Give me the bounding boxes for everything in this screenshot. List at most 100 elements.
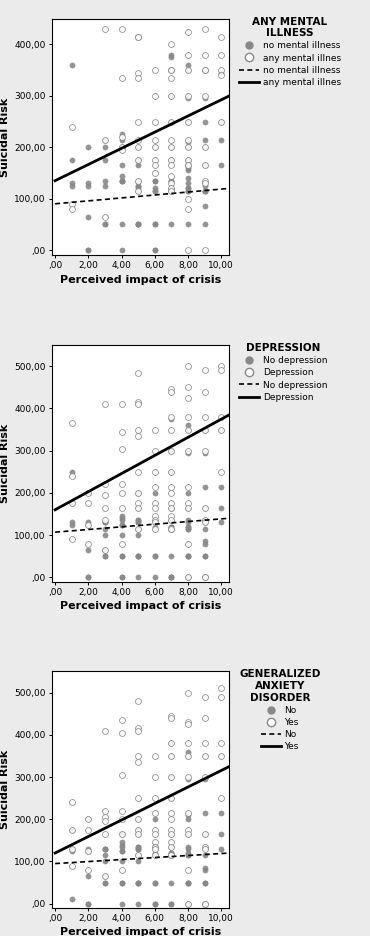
Point [135, 513, 141, 528]
Point [85, 823, 91, 838]
Point [218, 114, 224, 129]
Point [185, 160, 191, 175]
Point [168, 443, 174, 458]
Point [168, 710, 174, 725]
Point [185, 717, 191, 732]
Point [152, 496, 158, 511]
Point [218, 158, 224, 173]
Point [152, 875, 158, 890]
Point [185, 500, 191, 515]
Point [85, 209, 91, 224]
Point [118, 242, 124, 257]
Point [202, 217, 208, 232]
Point [102, 477, 108, 492]
Point [69, 892, 75, 907]
Point [185, 139, 191, 154]
Point [135, 173, 141, 188]
Point [185, 896, 191, 911]
Point [168, 500, 174, 515]
Point [118, 139, 124, 154]
Point [168, 486, 174, 501]
Point [168, 521, 174, 536]
Point [185, 548, 191, 563]
Point [102, 841, 108, 856]
Point [102, 209, 108, 224]
Point [202, 91, 208, 106]
Point [168, 570, 174, 585]
Point [118, 570, 124, 585]
Point [202, 896, 208, 911]
Point [168, 570, 174, 585]
Point [185, 422, 191, 437]
Point [85, 843, 91, 858]
Point [185, 570, 191, 585]
Point [185, 805, 191, 820]
Point [185, 63, 191, 78]
Point [218, 29, 224, 44]
Point [202, 862, 208, 877]
Point [168, 47, 174, 62]
Point [168, 176, 174, 191]
Point [152, 548, 158, 563]
Point [69, 841, 75, 856]
Point [135, 521, 141, 536]
Point [135, 500, 141, 515]
Point [118, 132, 124, 147]
Point [152, 749, 158, 764]
Point [202, 896, 208, 911]
Point [202, 384, 208, 399]
Point [202, 749, 208, 764]
Y-axis label: Suicidal Risk: Suicidal Risk [0, 750, 10, 829]
Point [185, 158, 191, 173]
Point [218, 479, 224, 494]
Legend: No depression, Depression, No depression, Depression: No depression, Depression, No depression… [236, 341, 330, 404]
Point [152, 823, 158, 838]
Point [152, 848, 158, 863]
Point [168, 88, 174, 103]
Point [118, 826, 124, 841]
Point [185, 812, 191, 826]
Point [152, 88, 158, 103]
Point [202, 771, 208, 786]
Point [218, 689, 224, 704]
Point [168, 496, 174, 511]
Point [85, 812, 91, 826]
Point [102, 521, 108, 536]
Point [152, 242, 158, 257]
Point [185, 840, 191, 855]
Point [152, 443, 158, 458]
Point [135, 854, 141, 869]
Point [69, 469, 75, 484]
Point [168, 835, 174, 850]
Point [202, 515, 208, 530]
Point [118, 548, 124, 563]
Point [85, 862, 91, 877]
Point [69, 496, 75, 511]
Point [218, 363, 224, 378]
Point [69, 532, 75, 547]
Point [135, 500, 141, 515]
Point [185, 848, 191, 863]
Point [185, 380, 191, 395]
Point [202, 548, 208, 563]
Point [168, 409, 174, 424]
Point [118, 173, 124, 188]
Point [202, 548, 208, 563]
Point [185, 744, 191, 759]
Point [85, 496, 91, 511]
Point [135, 217, 141, 232]
Point [135, 694, 141, 709]
Point [168, 183, 174, 198]
Point [135, 179, 141, 194]
Point [218, 132, 224, 147]
Point [168, 521, 174, 536]
Point [168, 749, 174, 764]
Point [135, 29, 141, 44]
Point [135, 528, 141, 543]
Point [202, 242, 208, 257]
Point [152, 508, 158, 523]
Point [135, 548, 141, 563]
Point [85, 542, 91, 557]
Point [168, 845, 174, 860]
Point [152, 464, 158, 479]
